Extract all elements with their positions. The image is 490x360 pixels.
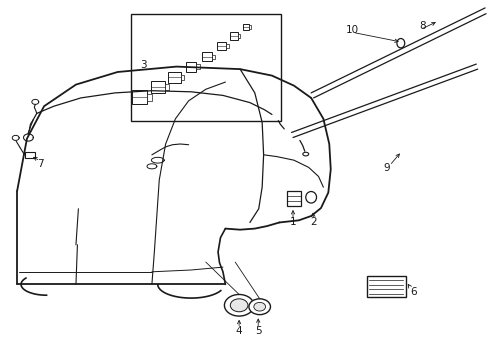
Bar	[147, 94, 152, 101]
Bar	[226, 44, 228, 48]
Ellipse shape	[273, 116, 281, 120]
Bar	[287, 191, 301, 206]
Circle shape	[224, 294, 254, 316]
Bar	[217, 42, 226, 50]
Circle shape	[230, 299, 248, 312]
Text: 7: 7	[37, 159, 44, 169]
Bar	[131, 14, 281, 121]
Circle shape	[254, 302, 266, 311]
Ellipse shape	[303, 152, 309, 156]
Text: 4: 4	[236, 326, 243, 336]
Ellipse shape	[397, 39, 405, 48]
Text: 1: 1	[290, 217, 296, 228]
Bar	[202, 52, 212, 61]
Bar	[169, 72, 180, 83]
Bar	[212, 55, 215, 59]
Text: 3: 3	[140, 60, 147, 70]
Bar	[180, 75, 184, 80]
Bar	[196, 64, 200, 69]
Bar	[132, 90, 147, 104]
Bar	[24, 152, 35, 158]
Bar	[367, 276, 406, 297]
Bar	[230, 32, 238, 40]
Circle shape	[249, 299, 270, 315]
Text: 6: 6	[411, 287, 417, 297]
Bar	[249, 25, 251, 29]
Bar	[165, 84, 169, 90]
Bar	[243, 24, 249, 30]
Bar	[238, 34, 241, 38]
Text: 5: 5	[255, 326, 262, 336]
Text: 2: 2	[310, 217, 317, 228]
Text: 9: 9	[384, 163, 391, 174]
Bar	[186, 62, 196, 72]
Text: 8: 8	[419, 21, 426, 31]
Ellipse shape	[306, 192, 317, 203]
Bar	[151, 81, 165, 93]
Text: 10: 10	[346, 24, 359, 35]
